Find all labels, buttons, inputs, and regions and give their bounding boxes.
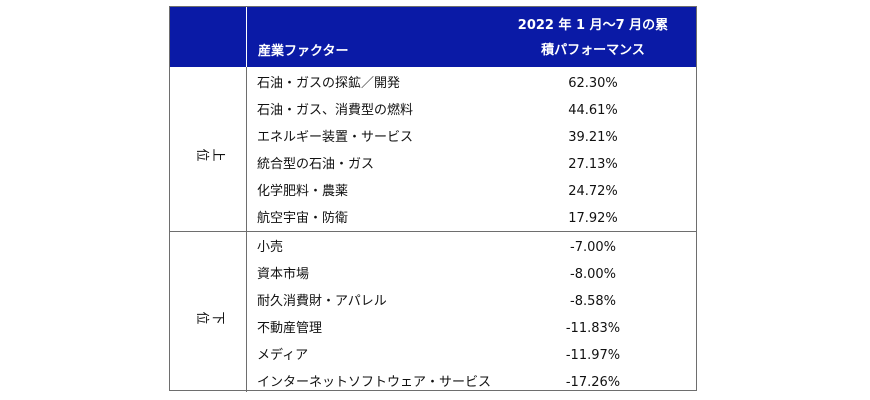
- table-header: 産業ファクター 2022 年 1 月～7 月の累 積パフォーマンス: [170, 7, 696, 67]
- table-row: 小売 -7.00%: [247, 235, 696, 262]
- performance-value: 27.13%: [568, 157, 618, 172]
- performance-value: 62.30%: [568, 76, 618, 91]
- factor-name: メディア: [257, 348, 309, 363]
- performance-value: -11.83%: [565, 321, 621, 336]
- header-factor-label: 産業ファクター: [258, 44, 349, 59]
- performance-value: 17.92%: [568, 211, 618, 226]
- section-divider: [246, 232, 247, 392]
- factor-name: 資本市場: [257, 267, 310, 282]
- table-row: 統合型の石油・ガス 27.13%: [247, 152, 696, 179]
- section-label-bottom: 下位: [194, 311, 225, 325]
- factor-name: インターネットソフトウェア・サービス: [257, 375, 492, 390]
- section-bottom: 下位 小売 -7.00% 資本市場 -8.00% 耐久消費財・アパレル -8.5…: [170, 231, 696, 392]
- table-row: 資本市場 -8.00%: [247, 262, 696, 289]
- performance-value: -8.58%: [570, 294, 616, 309]
- table-row: エネルギー装置・サービス 39.21%: [247, 125, 696, 152]
- factor-name: 小売: [257, 240, 284, 255]
- table-row: 石油・ガスの探鉱／開発 62.30%: [247, 71, 696, 98]
- performance-value: -11.97%: [565, 348, 621, 363]
- header-performance-label-line1: 2022 年 1 月～7 月の累: [517, 18, 669, 33]
- performance-table: 産業ファクター 2022 年 1 月～7 月の累 積パフォーマンス 上位 石油・…: [169, 6, 697, 392]
- performance-value: -7.00%: [570, 240, 616, 255]
- factor-name: エネルギー装置・サービス: [257, 130, 414, 145]
- performance-value: -17.26%: [565, 375, 621, 390]
- table-row: インターネットソフトウェア・サービス -17.26%: [247, 370, 696, 397]
- section-divider: [246, 67, 247, 231]
- header-performance-label-line2: 積パフォーマンス: [541, 43, 645, 58]
- table-row: 航空宇宙・防衛 17.92%: [247, 206, 696, 233]
- factor-name: 不動産管理: [257, 321, 323, 336]
- performance-value: 39.21%: [568, 130, 618, 145]
- factor-name: 耐久消費財・アパレル: [257, 294, 387, 309]
- performance-value: -8.00%: [570, 267, 616, 282]
- performance-value: 24.72%: [568, 184, 618, 199]
- section-label-top: 上位: [194, 148, 225, 162]
- table-row: 化学肥料・農薬 24.72%: [247, 179, 696, 206]
- table-row: 耐久消費財・アパレル -8.58%: [247, 289, 696, 316]
- factor-name: 石油・ガス、消費型の燃料: [257, 103, 414, 118]
- factor-name: 化学肥料・農薬: [257, 184, 349, 199]
- table-row: メディア -11.97%: [247, 343, 696, 370]
- table-row: 石油・ガス、消費型の燃料 44.61%: [247, 98, 696, 125]
- factor-name: 航空宇宙・防衛: [257, 211, 349, 226]
- performance-value: 44.61%: [568, 103, 618, 118]
- table-row: 不動産管理 -11.83%: [247, 316, 696, 343]
- section-top: 上位 石油・ガスの探鉱／開発 62.30% 石油・ガス、消費型の燃料 44.61…: [170, 67, 696, 231]
- factor-name: 石油・ガスの探鉱／開発: [257, 76, 401, 91]
- header-divider: [246, 7, 247, 67]
- factor-name: 統合型の石油・ガス: [257, 157, 375, 172]
